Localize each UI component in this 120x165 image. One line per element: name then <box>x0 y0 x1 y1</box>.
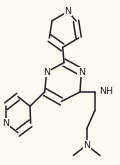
Text: NH: NH <box>99 87 113 97</box>
Text: N: N <box>43 68 50 77</box>
Text: N: N <box>3 119 9 128</box>
Text: N: N <box>65 7 72 16</box>
Text: N: N <box>83 141 90 150</box>
Text: N: N <box>78 68 85 77</box>
